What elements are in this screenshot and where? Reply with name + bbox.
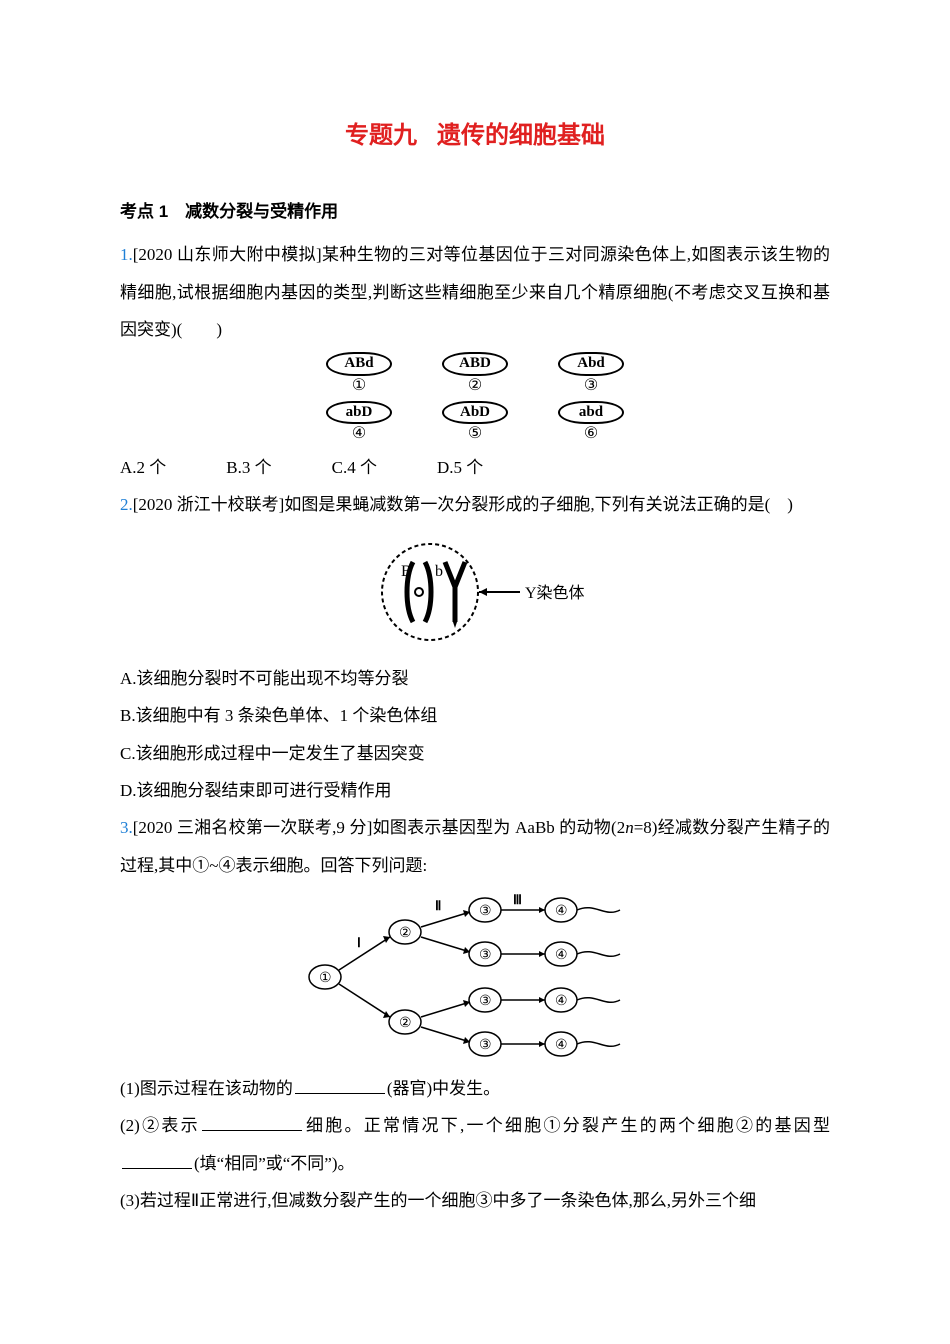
cell-4-label: ④ [352,424,366,445]
q3-p1-a: (1)图示过程在该动物的 [120,1079,293,1098]
q1-opt-b: B.3 个 [226,449,271,486]
q3-part1: (1)图示过程在该动物的 (器官)中发生。 [120,1070,830,1107]
svg-text:③: ③ [479,1038,492,1053]
cell-4-gene: abD [326,401,392,425]
q3-p1-b: (器官)中发生。 [387,1079,500,1098]
blank-cell-type [202,1113,302,1131]
q1-number: 1. [120,245,133,264]
q3-p2-c: (填“相同”或“不同”)。 [194,1154,355,1173]
q1-figure-row2: abD ④ AbD ⑤ abd ⑥ [120,401,830,445]
cell-5-gene: AbD [442,401,508,425]
q2-opt-c: C.该细胞形成过程中一定发生了基因突变 [120,735,830,772]
svg-text:②: ② [399,926,412,941]
cell-6: abd ⑥ [558,401,624,445]
svg-text:B: B [401,563,412,580]
svg-text:④: ④ [555,948,568,963]
q3-figure: ① Ⅰ ② ② Ⅱ ③ ③ [120,892,830,1062]
page-title: 专题九 遗传的细胞基础 [120,110,830,163]
q2-text: 如图是果蝇减数第一次分裂形成的子细胞,下列有关说法正确的是( ) [284,495,793,514]
blank-genotype [122,1151,192,1169]
q1-opt-c: C.4 个 [332,449,377,486]
cell-3-gene: Abd [558,352,624,376]
svg-text:④: ④ [555,904,568,919]
svg-text:①: ① [319,971,332,986]
q3-n: n [625,818,634,837]
svg-text:Ⅲ: Ⅲ [513,892,522,907]
cell-6-label: ⑥ [584,424,598,445]
q1-figure-row1: ABd ① ABD ② Abd ③ [120,352,830,396]
cell-1-label: ① [352,376,366,397]
svg-text:②: ② [399,1016,412,1031]
q3-number: 3. [120,818,133,837]
cell-5: AbD ⑤ [442,401,508,445]
cell-2-gene: ABD [442,352,508,376]
title-part2: 遗传的细胞基础 [437,122,605,149]
q1-source: [2020 山东师大附中模拟] [133,245,322,264]
q3-p2-a: (2)②表示 [120,1116,200,1135]
svg-text:③: ③ [479,994,492,1009]
q2-number: 2. [120,495,133,514]
cell-3-label: ③ [584,376,598,397]
svg-text:Ⅱ: Ⅱ [435,898,441,913]
cell-3: Abd ③ [558,352,624,396]
q3-source: [2020 三湘名校第一次联考,9 分] [133,818,373,837]
cell-5-label: ⑤ [468,424,482,445]
cell-1: ABd ① [326,352,392,396]
q1-opt-d: D.5 个 [437,449,483,486]
q2-opt-a: A.该细胞分裂时不可能出现不均等分裂 [120,660,830,697]
cell-2-label: ② [468,376,482,397]
q2-source: [2020 浙江十校联考] [133,495,285,514]
cell-1-gene: ABd [326,352,392,376]
q3-part2: (2)②表示 细胞。正常情况下,一个细胞①分裂产生的两个细胞②的基因型 (填“相同”… [120,1107,830,1182]
q2-opt-d: D.该细胞分裂结束即可进行受精作用 [120,772,830,809]
q2-opt-b: B.该细胞中有 3 条染色单体、1 个染色体组 [120,697,830,734]
cell-2: ABD ② [442,352,508,396]
q1-stem: 1.[2020 山东师大附中模拟]某种生物的三对等位基因位于三对同源染色体上,如… [120,236,830,348]
cell-4: abD ④ [326,401,392,445]
q1-options: A.2 个 B.3 个 C.4 个 D.5 个 [120,449,830,486]
q2-figure: B b Y染色体 [120,532,830,652]
q3-part3: (3)若过程Ⅱ正常进行,但减数分裂产生的一个细胞③中多了一条染色体,那么,另外三… [120,1182,830,1219]
svg-text:Y染色体: Y染色体 [525,584,585,602]
svg-text:③: ③ [479,948,492,963]
title-part1: 专题九 [345,122,417,149]
svg-text:④: ④ [555,994,568,1009]
q3-p2-b: 细胞。正常情况下,一个细胞①分裂产生的两个细胞②的基因型 [304,1116,830,1135]
svg-text:③: ③ [479,904,492,919]
svg-text:Ⅰ: Ⅰ [357,935,361,950]
blank-organ [295,1076,385,1094]
q2-options: A.该细胞分裂时不可能出现不均等分裂 B.该细胞中有 3 条染色单体、1 个染色… [120,660,830,810]
svg-text:b: b [435,563,443,580]
section-heading: 考点 1 减数分裂与受精作用 [120,193,830,230]
q2-stem: 2.[2020 浙江十校联考]如图是果蝇减数第一次分裂形成的子细胞,下列有关说法… [120,486,830,523]
q3-text-a: 如图表示基因型为 AaBb 的动物(2 [372,818,625,837]
q1-opt-a: A.2 个 [120,449,166,486]
q3-stem: 3.[2020 三湘名校第一次联考,9 分]如图表示基因型为 AaBb 的动物(… [120,809,830,884]
svg-text:④: ④ [555,1038,568,1053]
cell-6-gene: abd [558,401,624,425]
